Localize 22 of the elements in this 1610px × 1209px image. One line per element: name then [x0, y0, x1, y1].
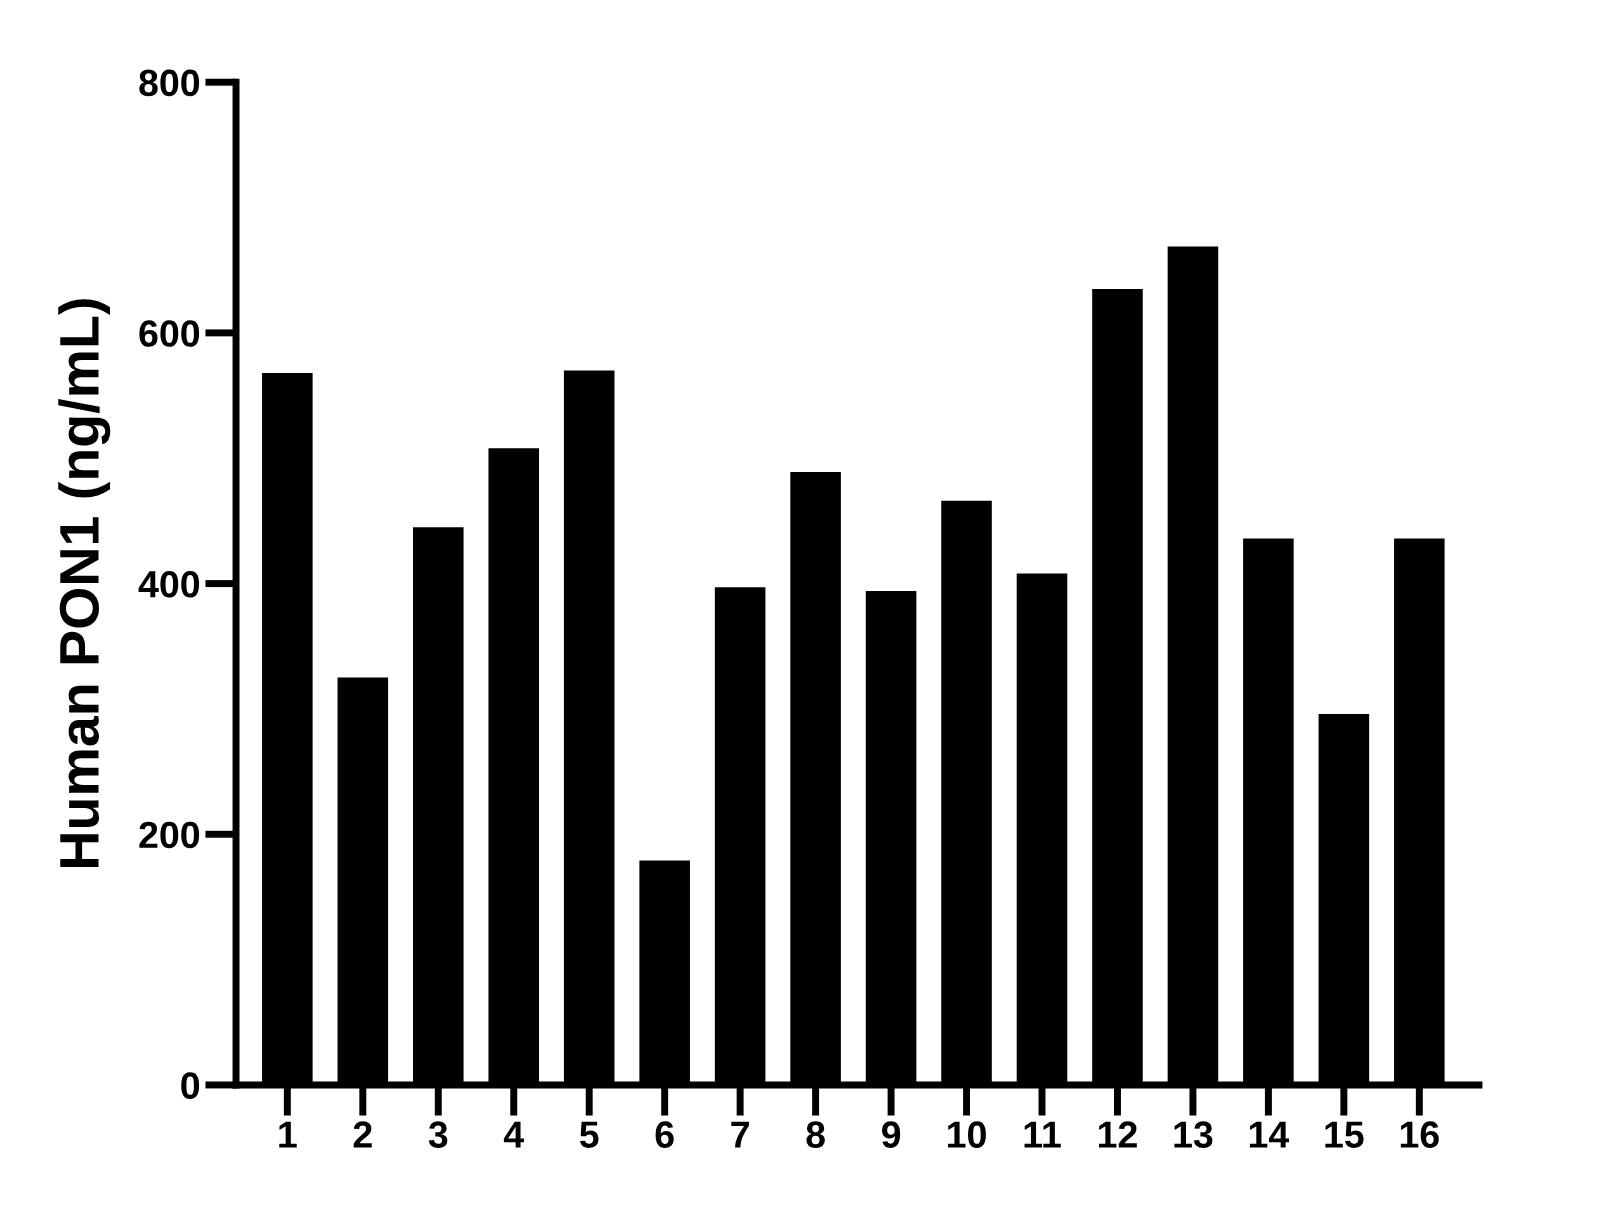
x-tick-label: 11 — [1024, 1121, 1061, 1148]
x-tick-label: 10 — [948, 1121, 986, 1148]
x-tick-label: 14 — [1249, 1121, 1290, 1148]
x-tick-label: 12 — [1098, 1121, 1137, 1148]
y-tick-label: 800 — [139, 69, 200, 97]
x-tick-label: 2 — [353, 1121, 372, 1148]
y-axis-title: Human PON1 (ng/mL) — [58, 299, 111, 867]
y-tick-label: 600 — [139, 320, 200, 347]
x-tick-label: 16 — [1400, 1121, 1439, 1148]
x-tick-label: 8 — [806, 1121, 825, 1148]
x-tick-label: 9 — [881, 1121, 901, 1148]
x-tick-label: 3 — [428, 1121, 448, 1148]
x-tick-label: 4 — [503, 1121, 524, 1148]
y-tick-label: 200 — [139, 821, 200, 849]
x-tick-label: 1 — [279, 1121, 297, 1148]
y-tick-label: 400 — [138, 570, 200, 598]
x-tick-label: 7 — [731, 1121, 749, 1148]
x-tick-label: 6 — [655, 1121, 674, 1148]
y-tick-label: 0 — [181, 1072, 200, 1099]
x-tick-label: 13 — [1174, 1121, 1213, 1148]
x-tick-label: 15 — [1325, 1121, 1364, 1148]
x-tick-label: 5 — [579, 1121, 599, 1148]
